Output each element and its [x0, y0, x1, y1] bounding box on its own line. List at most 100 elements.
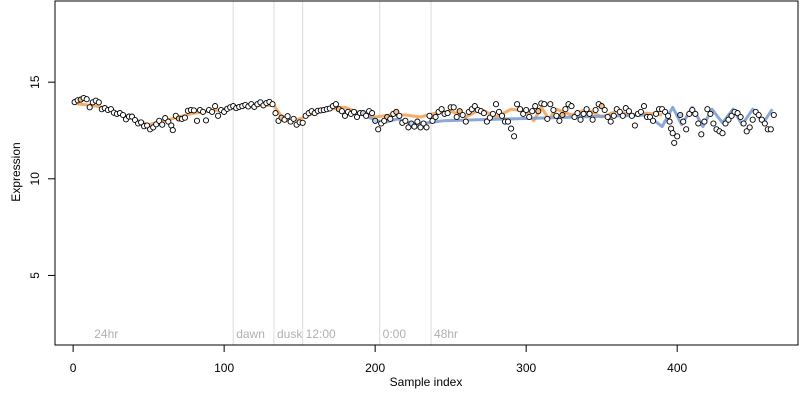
data-point [417, 124, 424, 131]
data-point [574, 110, 581, 117]
data-point [669, 130, 676, 137]
data-point [504, 118, 512, 125]
y-tick-label: 5 [28, 272, 42, 279]
data-point [95, 99, 102, 106]
data-point [480, 110, 487, 117]
data-point [372, 117, 379, 124]
data-point [411, 123, 418, 130]
data-point [652, 110, 660, 117]
data-point [580, 110, 587, 117]
data-point [396, 112, 403, 119]
data-point [489, 110, 496, 117]
x-tick-label: 0 [70, 361, 77, 375]
data-point [710, 120, 717, 127]
data-point [701, 118, 708, 125]
phase-label: dusk [277, 327, 303, 341]
data-point [592, 106, 599, 114]
phase-label: 0:00 [383, 327, 407, 341]
data-point [426, 112, 433, 119]
data-point [438, 106, 445, 113]
data-point [83, 96, 90, 103]
data-point [284, 113, 291, 120]
data-point [202, 117, 210, 124]
data-point [577, 116, 584, 123]
data-point [369, 110, 376, 117]
data-point [86, 104, 93, 111]
data-point [535, 108, 542, 115]
data-point [193, 117, 201, 124]
data-point [637, 108, 644, 115]
y-axis-title: Expression [9, 142, 23, 201]
data-point [462, 118, 469, 125]
data-point [692, 110, 699, 117]
data-point [571, 113, 578, 121]
data-point [350, 108, 358, 115]
data-point [604, 113, 611, 121]
data-point [556, 117, 563, 124]
data-point [269, 101, 276, 108]
data-point [725, 116, 732, 123]
y-tick-label: 15 [28, 75, 42, 89]
data-point [680, 118, 687, 125]
data-point [414, 118, 421, 125]
data-point [338, 108, 345, 115]
data-point [199, 108, 207, 115]
data-point [375, 126, 382, 133]
data-point [662, 108, 669, 115]
data-point [532, 103, 539, 110]
data-point [511, 133, 518, 140]
data-point [387, 115, 394, 122]
data-point [156, 117, 163, 124]
data-point [526, 113, 533, 121]
data-point [353, 113, 361, 121]
y-axis: 5 10 15 [28, 75, 55, 279]
data-point [625, 108, 632, 115]
data-point [492, 101, 500, 108]
data-point [671, 139, 678, 146]
data-point [508, 125, 515, 132]
data-point [429, 117, 436, 124]
data-point [749, 116, 756, 123]
data-point [517, 106, 524, 113]
data-point [402, 117, 409, 124]
data-point [495, 108, 503, 115]
phase-label: dawn [236, 327, 265, 341]
data-point [450, 104, 457, 111]
phase-label: 48hr [434, 327, 458, 341]
data-point [586, 110, 593, 117]
phase-labels: 24hr dawn dusk 12:00 0:00 48hr [94, 327, 458, 341]
x-tick-label: 300 [516, 361, 536, 375]
x-axis-title: Sample index [390, 375, 463, 389]
y-tick-label: 10 [28, 172, 42, 186]
data-point [215, 112, 222, 119]
data-point [159, 121, 166, 128]
data-point [746, 124, 753, 131]
data-point [628, 112, 635, 119]
data-point [568, 103, 575, 110]
data-point [677, 111, 684, 119]
data-point [529, 108, 536, 115]
data-point [550, 106, 557, 114]
data-point [363, 112, 370, 119]
data-point [695, 120, 702, 127]
data-point [212, 103, 219, 110]
data-point [755, 111, 762, 119]
data-point [761, 120, 768, 127]
data-point [640, 103, 648, 110]
phase-lines [232, 1, 432, 345]
data-point [649, 117, 657, 124]
data-point [393, 108, 400, 115]
data-point [520, 110, 527, 117]
data-point [165, 118, 172, 125]
x-tick-label: 100 [214, 361, 234, 375]
data-point [743, 128, 750, 135]
data-point [420, 120, 427, 127]
x-tick-label: 400 [667, 361, 687, 375]
data-point [553, 112, 560, 119]
data-point [272, 110, 279, 117]
data-point [583, 106, 590, 113]
data-point [770, 111, 777, 119]
data-point [674, 133, 681, 140]
data-point [523, 106, 530, 114]
data-point [169, 127, 176, 134]
